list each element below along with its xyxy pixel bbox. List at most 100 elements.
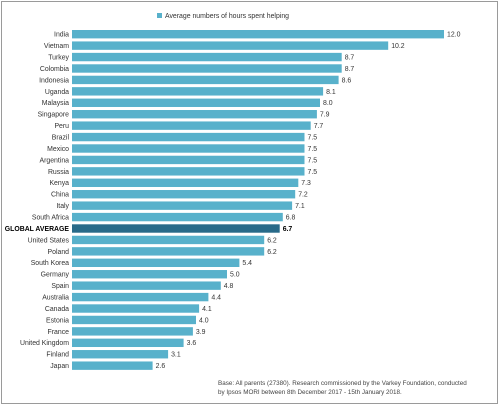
category-label-japan: Japan (50, 363, 69, 370)
bar-row-canada: Canada 4.1 (45, 304, 212, 313)
bar-row-spain: Spain 4.8 (51, 281, 234, 290)
category-label-singapore: Singapore (38, 112, 70, 119)
bar-finland (72, 350, 169, 359)
value-label-brazil: 7.5 (308, 134, 318, 141)
bar-global-average (72, 224, 280, 233)
bar-row-united-kingdom: United Kingdom 3.6 (20, 338, 196, 347)
category-label-united-kingdom: United Kingdom (20, 340, 69, 347)
bar-china (72, 190, 296, 199)
bar-row-colombia: Colombia 8.7 (40, 64, 355, 73)
value-label-indonesia: 8.6 (342, 77, 352, 84)
bar-row-finland: Finland 3.1 (46, 350, 181, 359)
legend-swatch (157, 13, 162, 18)
category-label-india: India (54, 32, 69, 39)
bar-row-south-korea: South Korea 5.4 (31, 258, 252, 267)
value-label-estonia: 4.0 (199, 317, 209, 324)
bar-brazil (72, 132, 305, 142)
value-label-india: 12.0 (447, 32, 461, 39)
value-label-peru: 7.7 (314, 123, 324, 130)
bar-row-estonia: Estonia 4.0 (46, 315, 209, 325)
category-label-united-states: United States (28, 237, 70, 244)
value-label-russia: 7.5 (308, 169, 318, 176)
bar-uganda (72, 87, 324, 96)
legend: Average numbers of hours spent helping (157, 13, 289, 20)
value-label-mexico: 7.5 (308, 146, 318, 153)
category-label-china: China (51, 192, 69, 199)
value-label-singapore: 7.9 (320, 112, 330, 119)
value-label-germany: 5.0 (230, 272, 240, 279)
bar-row-brazil: Brazil 7.5 (52, 132, 318, 142)
bar-row-malaysia: Malaysia 8.0 (42, 98, 333, 107)
value-label-vietnam: 10.2 (391, 43, 405, 50)
bar-estonia (72, 315, 196, 325)
category-label-colombia: Colombia (40, 66, 69, 73)
bar-poland (72, 247, 265, 256)
category-label-global-average: GLOBAL AVERAGE (5, 226, 70, 233)
category-label-france: France (48, 329, 70, 336)
footnote: Base: All parents (27380). Research comm… (218, 380, 496, 397)
bar-turkey (72, 52, 342, 62)
value-label-south-africa: 6.8 (286, 214, 296, 221)
category-label-indonesia: Indonesia (39, 77, 69, 84)
category-label-turkey: Turkey (48, 54, 69, 61)
bar-row-france: France 3.9 (48, 327, 206, 336)
bar-south-korea (72, 258, 240, 267)
legend-label: Average numbers of hours spent helping (165, 13, 289, 20)
category-label-italy: Italy (56, 203, 69, 210)
bar-japan (72, 361, 153, 370)
bar-row-united-states: United States 6.2 (28, 235, 277, 245)
value-label-turkey: 8.7 (345, 54, 355, 61)
bar-peru (72, 121, 311, 130)
category-label-vietnam: Vietnam (44, 43, 69, 50)
value-label-finland: 3.1 (171, 352, 181, 359)
bar-row-china: China 7.2 (51, 190, 308, 199)
footnote-line-1: Base: All parents (27380). Research comm… (218, 380, 467, 387)
bar-row-singapore: Singapore 7.9 (38, 110, 330, 119)
bar-row-japan: Japan 2.6 (50, 361, 165, 370)
bar-russia (72, 167, 305, 176)
category-label-mexico: Mexico (47, 146, 69, 153)
category-label-canada: Canada (45, 306, 69, 313)
value-label-kenya: 7.3 (301, 180, 311, 187)
category-label-australia: Australia (42, 294, 69, 301)
category-label-spain: Spain (51, 283, 69, 290)
bar-canada (72, 304, 200, 313)
value-label-south-korea: 5.4 (242, 260, 252, 267)
bar-row-mexico: Mexico 7.5 (47, 144, 317, 153)
bars-layer: India 12.0 Vietnam 10.2 Turkey 8.7 Colombia 8.7… (5, 30, 461, 370)
bar-row-vietnam: Vietnam 10.2 (44, 41, 405, 50)
bar-united-states (72, 235, 265, 245)
bar-spain (72, 281, 221, 290)
category-label-argentina: Argentina (40, 157, 70, 164)
bar-row-uganda: Uganda 8.1 (45, 87, 336, 96)
bar-row-peru: Peru 7.7 (54, 121, 323, 130)
category-label-poland: Poland (48, 249, 70, 256)
value-label-poland: 6.2 (267, 249, 277, 256)
category-label-russia: Russia (48, 169, 69, 176)
bar-vietnam (72, 41, 389, 50)
value-label-colombia: 8.7 (345, 66, 355, 73)
bar-row-kenya: Kenya 7.3 (49, 178, 311, 187)
bar-row-india: India 12.0 (54, 30, 461, 39)
bar-colombia (72, 64, 342, 73)
value-label-argentina: 7.5 (308, 157, 318, 164)
bar-row-russia: Russia 7.5 (48, 167, 317, 176)
value-label-australia: 4.4 (211, 294, 221, 301)
bar-india (72, 30, 444, 39)
bar-kenya (72, 178, 299, 187)
bar-row-australia: Australia 4.4 (42, 292, 221, 301)
bar-indonesia (72, 75, 339, 85)
value-label-italy: 7.1 (295, 203, 305, 210)
bar-row-argentina: Argentina 7.5 (40, 155, 318, 164)
value-label-canada: 4.1 (202, 306, 212, 313)
bar-row-germany: Germany 5.0 (41, 270, 240, 279)
bar-row-south-africa: South Africa 6.8 (32, 212, 296, 222)
bar-south-africa (72, 212, 283, 222)
value-label-united-states: 6.2 (267, 237, 277, 244)
category-label-malaysia: Malaysia (42, 100, 69, 107)
bar-italy (72, 201, 293, 210)
category-label-kenya: Kenya (49, 180, 69, 187)
category-label-uganda: Uganda (45, 89, 69, 96)
bar-row-turkey: Turkey 8.7 (48, 52, 355, 62)
